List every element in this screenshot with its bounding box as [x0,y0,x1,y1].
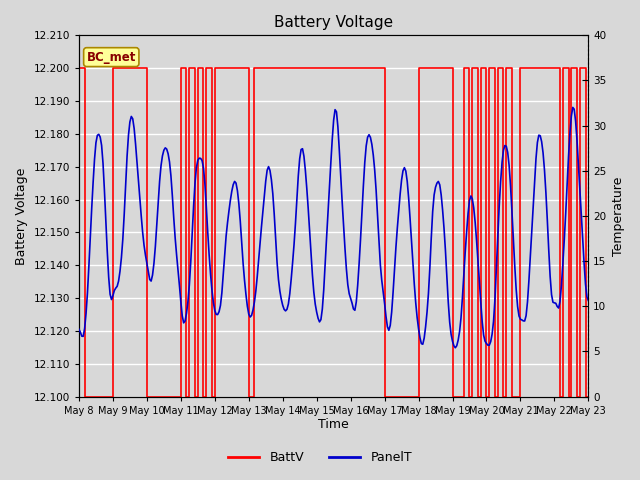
Title: Battery Voltage: Battery Voltage [274,15,393,30]
Y-axis label: Temperature: Temperature [612,176,625,256]
Text: BC_met: BC_met [86,50,136,64]
Y-axis label: Battery Voltage: Battery Voltage [15,167,28,264]
X-axis label: Time: Time [318,419,349,432]
Legend: BattV, PanelT: BattV, PanelT [223,446,417,469]
